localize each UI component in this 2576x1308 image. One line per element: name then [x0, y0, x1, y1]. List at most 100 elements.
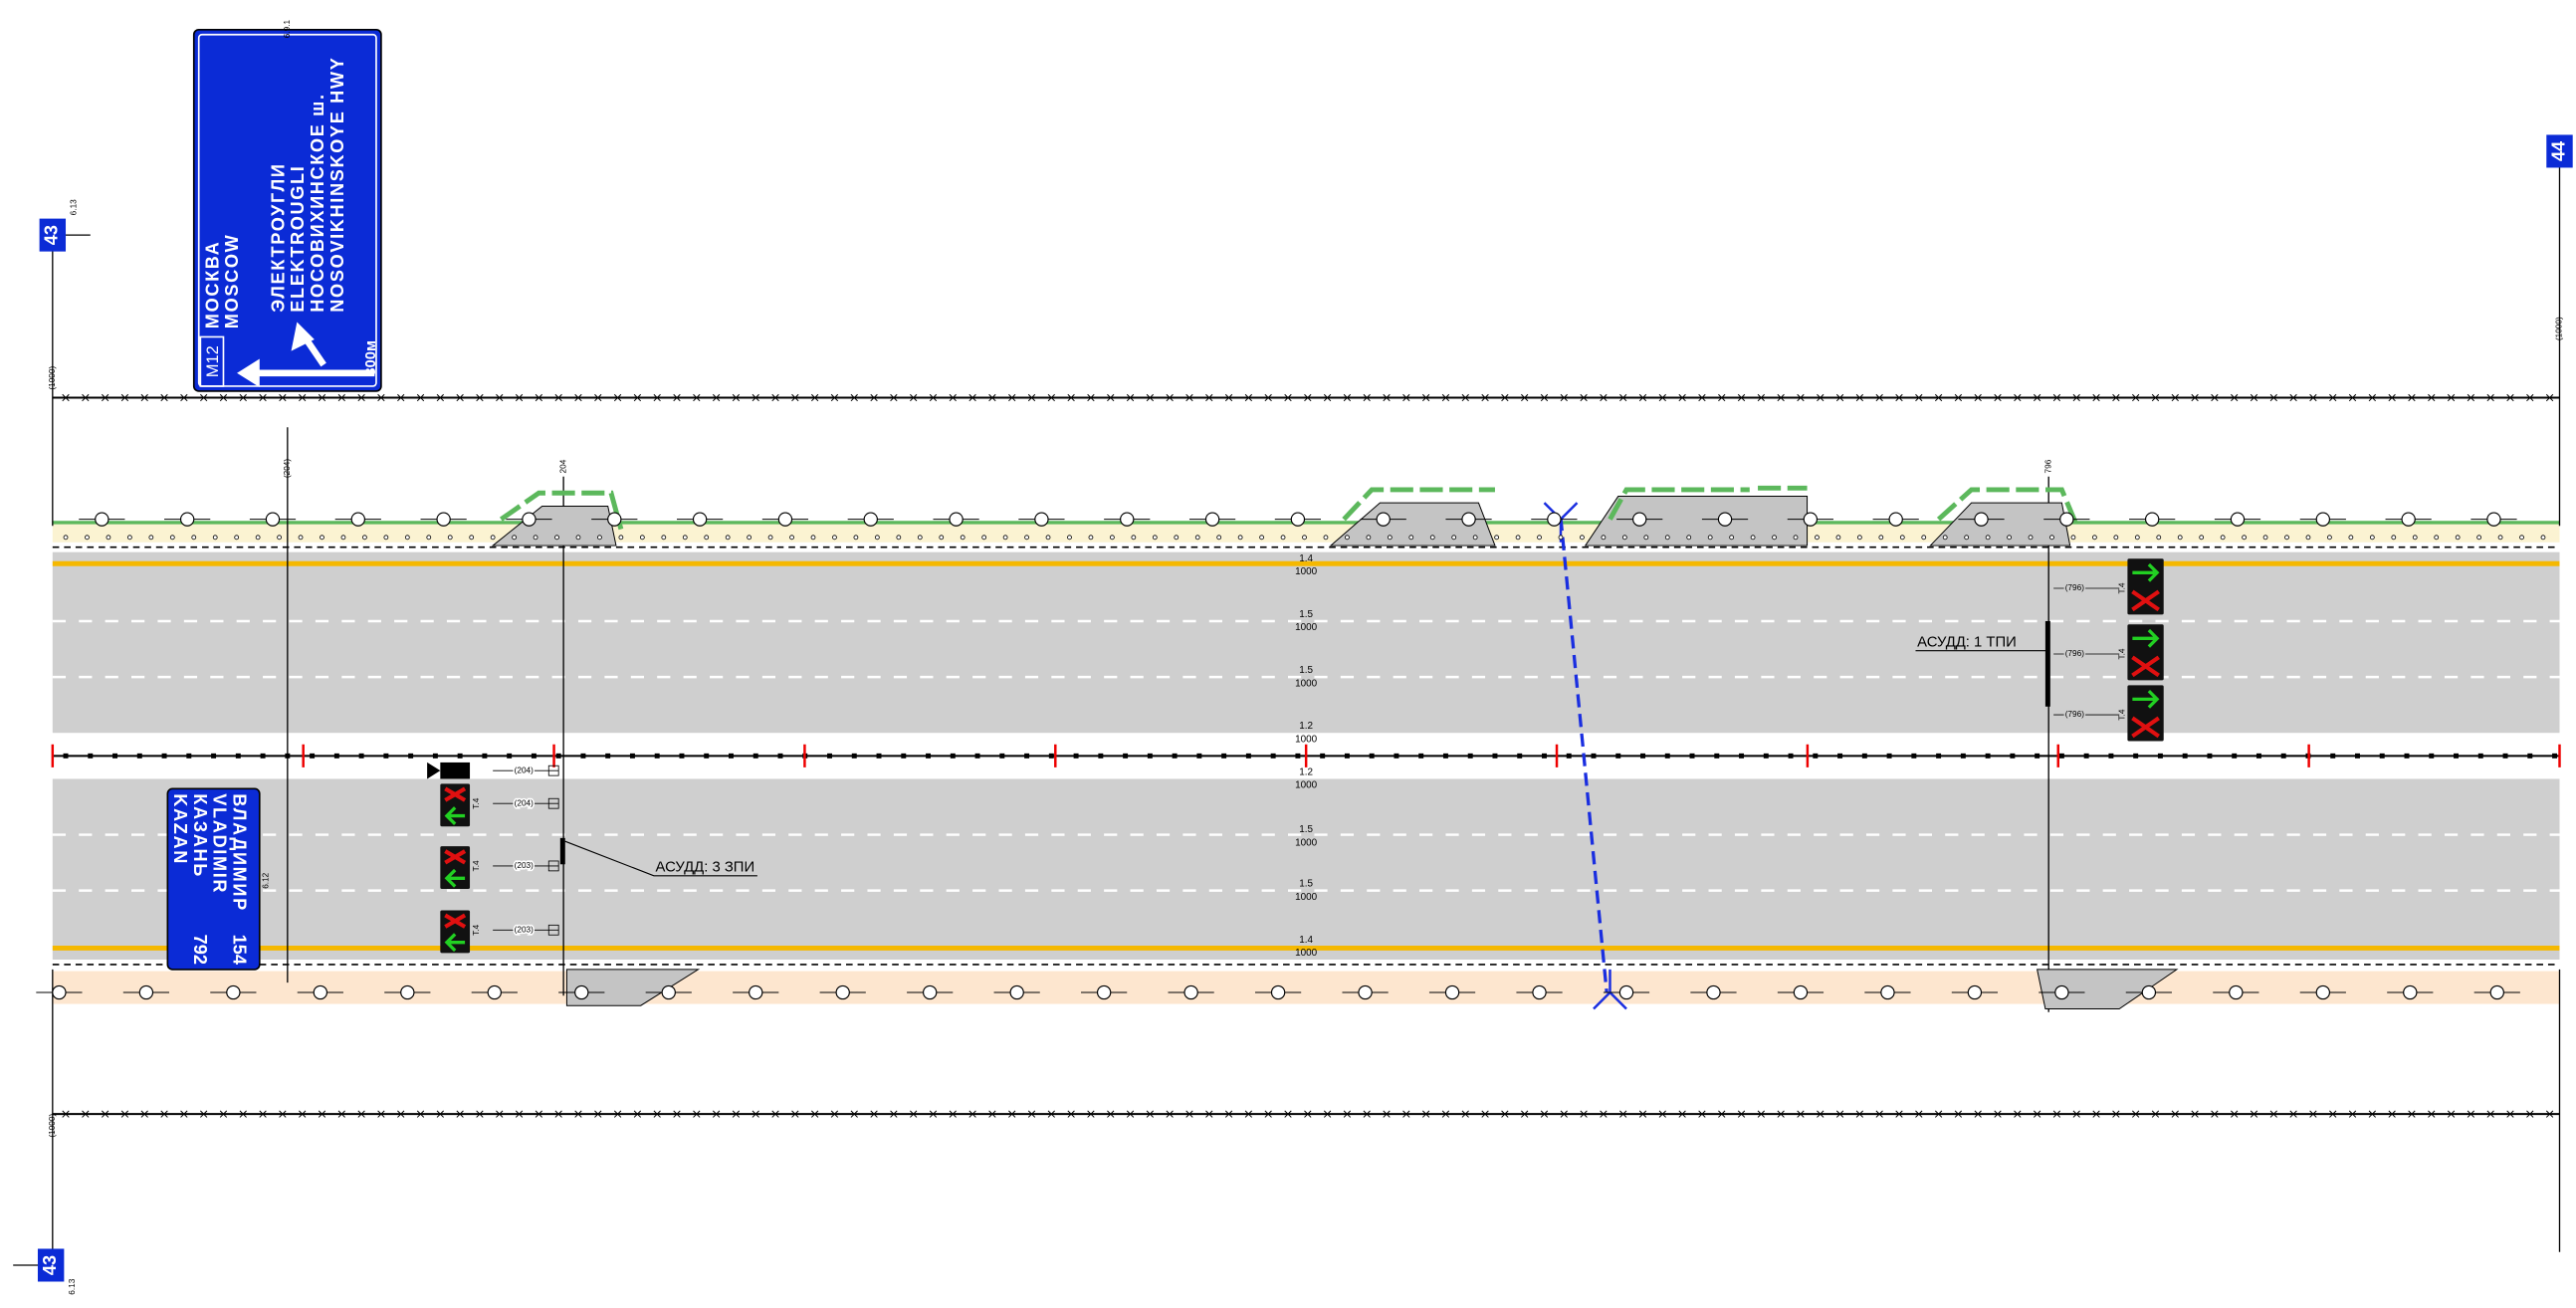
bollard — [234, 535, 240, 541]
km-number: 43 — [40, 1255, 60, 1275]
barrier-post — [1566, 753, 1572, 759]
bollard — [874, 535, 880, 541]
fence-mark — [2467, 1110, 2475, 1118]
gantry-post — [2044, 620, 2050, 707]
lamp — [1376, 512, 1391, 527]
signal-type: T.4 — [472, 797, 481, 808]
lamp — [777, 512, 793, 527]
signal-arrow — [444, 868, 466, 888]
fence-mark — [200, 1110, 208, 1118]
bollard — [661, 535, 667, 541]
fence-mark — [2269, 1110, 2277, 1118]
fence-mark — [1244, 1110, 1253, 1118]
fence-mark — [2447, 1110, 2456, 1118]
bollard — [2242, 535, 2247, 541]
fence-mark — [613, 393, 622, 402]
fence-mark — [1895, 393, 1903, 402]
fence-mark — [1264, 1110, 1272, 1118]
fence-mark — [299, 1110, 307, 1118]
lamp — [52, 984, 67, 1000]
fence-mark — [2171, 1110, 2179, 1118]
fence-mark — [2368, 1110, 2376, 1118]
bollard — [212, 535, 218, 541]
fence-mark — [1461, 1110, 1469, 1118]
lamp — [2144, 512, 2160, 527]
fence-mark — [377, 1110, 385, 1118]
fence-mark — [239, 393, 247, 402]
sign-code: 6.12 — [262, 872, 271, 888]
fence-mark — [633, 1110, 642, 1118]
bollard — [2092, 535, 2097, 541]
fence-mark — [693, 393, 701, 402]
fence-mark — [2309, 393, 2317, 402]
green-islands — [499, 485, 2081, 531]
lamp — [1974, 512, 1989, 527]
fence-mark — [2269, 393, 2277, 402]
barrier-post — [1689, 753, 1695, 759]
fence-mark — [101, 393, 109, 402]
fence-mark — [140, 1110, 148, 1118]
bollard — [2028, 535, 2034, 541]
fence-mark — [1501, 1110, 1509, 1118]
fence-mark — [2486, 1110, 2494, 1118]
fence-mark — [2526, 393, 2534, 402]
fence-mark — [279, 1110, 287, 1118]
lamp — [1461, 512, 1476, 527]
lamp — [1444, 984, 1460, 1000]
leader — [564, 840, 757, 877]
bollard — [1110, 535, 1115, 541]
fence-mark — [1441, 393, 1450, 402]
barrier-post — [1295, 753, 1301, 759]
barrier-post — [1123, 753, 1129, 759]
barrier-post — [1418, 753, 1424, 759]
bollard — [789, 535, 794, 541]
bollard — [1707, 535, 1713, 541]
barrier-post — [1221, 753, 1227, 759]
lamp — [923, 984, 938, 1000]
bollard — [2540, 535, 2546, 541]
lamp — [1096, 984, 1112, 1000]
km-sign-code: 6.13 — [68, 1278, 77, 1294]
fence-mark — [771, 393, 779, 402]
gradient-length: 1000 — [1295, 566, 1318, 577]
bollard — [2284, 535, 2289, 541]
barrier-post — [1442, 753, 1448, 759]
barrier-post — [2429, 753, 2435, 759]
lamp — [2054, 984, 2069, 1000]
gradient-slope: 1.4 — [1299, 935, 1313, 946]
signal-ref: (204) — [515, 765, 535, 774]
fence-mark — [968, 393, 976, 402]
fence-mark — [337, 393, 345, 402]
lamp — [749, 984, 763, 1000]
barrier-post — [752, 753, 758, 759]
signal-cross — [2131, 589, 2160, 612]
fence-mark — [870, 393, 878, 402]
fence-mark — [1304, 393, 1312, 402]
fence-mark — [1166, 393, 1174, 402]
carriageway-top — [52, 551, 2560, 734]
direction-sign — [192, 28, 382, 392]
bollard — [85, 535, 90, 541]
barrier-post — [1344, 753, 1350, 759]
lamp — [1793, 984, 1809, 1000]
fence-mark — [1835, 1110, 1844, 1118]
sign-place: VLADIMIR — [210, 793, 230, 894]
gradient-slope: 1.5 — [1299, 665, 1313, 676]
barrier-post — [1813, 753, 1819, 759]
bollard — [2305, 535, 2311, 541]
lamp — [1034, 512, 1049, 527]
lamp — [1803, 512, 1819, 527]
fence-mark — [1915, 393, 1923, 402]
fence-mark — [1855, 1110, 1864, 1118]
barrier-post — [507, 753, 513, 759]
lamp — [400, 984, 415, 1000]
lamp — [2229, 984, 2244, 1000]
barrier-post — [1492, 753, 1498, 759]
fence-mark — [1560, 393, 1568, 402]
fence-mark — [259, 393, 267, 402]
lamp — [95, 512, 109, 527]
bollard — [1621, 535, 1627, 541]
lamp — [1183, 984, 1198, 1000]
lamp — [350, 512, 365, 527]
